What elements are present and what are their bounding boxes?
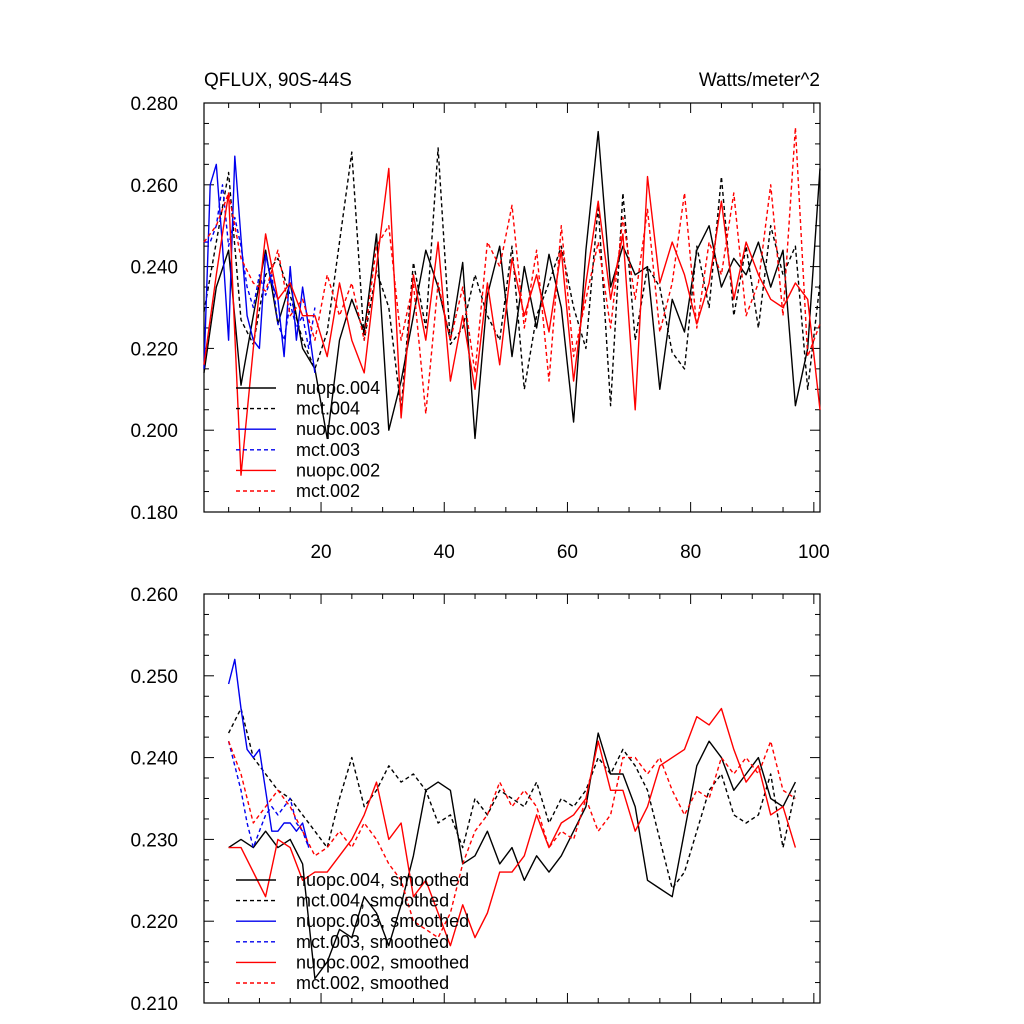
x-tick-label: 20	[310, 542, 331, 563]
legend-label: nuopc.002, smoothed	[296, 952, 469, 972]
x-tick-label: 40	[434, 542, 455, 563]
series-line-nuopc-002	[203, 167, 821, 476]
y-tick-label: 0.250	[130, 667, 178, 688]
legend-label: mct.004	[296, 399, 360, 419]
top-panel: 0.180 0.200 0.220 0.240 0.260 0.280 20 40 60 80 10…	[130, 94, 829, 563]
legend-label: nuopc.004, smoothed	[296, 870, 469, 890]
x-tick-label: 60	[557, 542, 578, 563]
x-tick-label: 80	[680, 542, 701, 563]
y-tick-label: 0.200	[130, 421, 178, 442]
series-line-nuopc-004-smoothed	[228, 732, 797, 980]
legend-label: mct.003, smoothed	[296, 932, 449, 952]
legend-label: mct.002, smoothed	[296, 973, 449, 993]
legend-label: mct.002	[296, 481, 360, 501]
bottom-panel: 0.210 0.220 0.230 0.240 0.250 0.260 nuopc.004,…	[130, 585, 821, 1015]
units-label: Watts/meter^2	[699, 70, 820, 91]
legend-label: nuopc.003	[296, 419, 380, 439]
series-line-mct-003	[204, 184, 316, 350]
series-line-nuopc-004	[203, 130, 821, 440]
y-tick-label: 0.210	[130, 994, 178, 1015]
series-line-nuopc-002-smoothed	[228, 707, 797, 947]
y-tick-label: 0.220	[130, 339, 178, 360]
y-tick-label: 0.280	[130, 94, 178, 115]
y-tick-label: 0.220	[130, 912, 178, 933]
series-line-nuopc-003	[203, 155, 316, 373]
y-tick-label: 0.240	[130, 258, 178, 279]
series-line-mct-004	[203, 147, 821, 411]
y-tick-label: 0.240	[130, 749, 178, 770]
legend-label: mct.004, smoothed	[296, 891, 449, 911]
series-line-mct-003-smoothed	[227, 741, 310, 849]
x-tick-label: 100	[798, 542, 830, 563]
series-line-mct-002-smoothed	[227, 740, 796, 939]
legend-label: nuopc.004	[296, 378, 380, 398]
series-line-mct-004-smoothed	[227, 707, 797, 890]
legend-label: mct.003	[296, 440, 360, 460]
y-tick-label: 0.230	[130, 830, 178, 851]
plot-title: QFLUX, 90S-44S	[204, 70, 352, 91]
series-line-mct-002	[203, 126, 821, 415]
y-tick-label: 0.260	[130, 585, 178, 606]
legend-label: nuopc.003, smoothed	[296, 911, 469, 931]
legend-label: nuopc.002	[296, 460, 380, 480]
y-tick-label: 0.260	[130, 176, 178, 197]
y-tick-label: 0.180	[130, 503, 178, 524]
